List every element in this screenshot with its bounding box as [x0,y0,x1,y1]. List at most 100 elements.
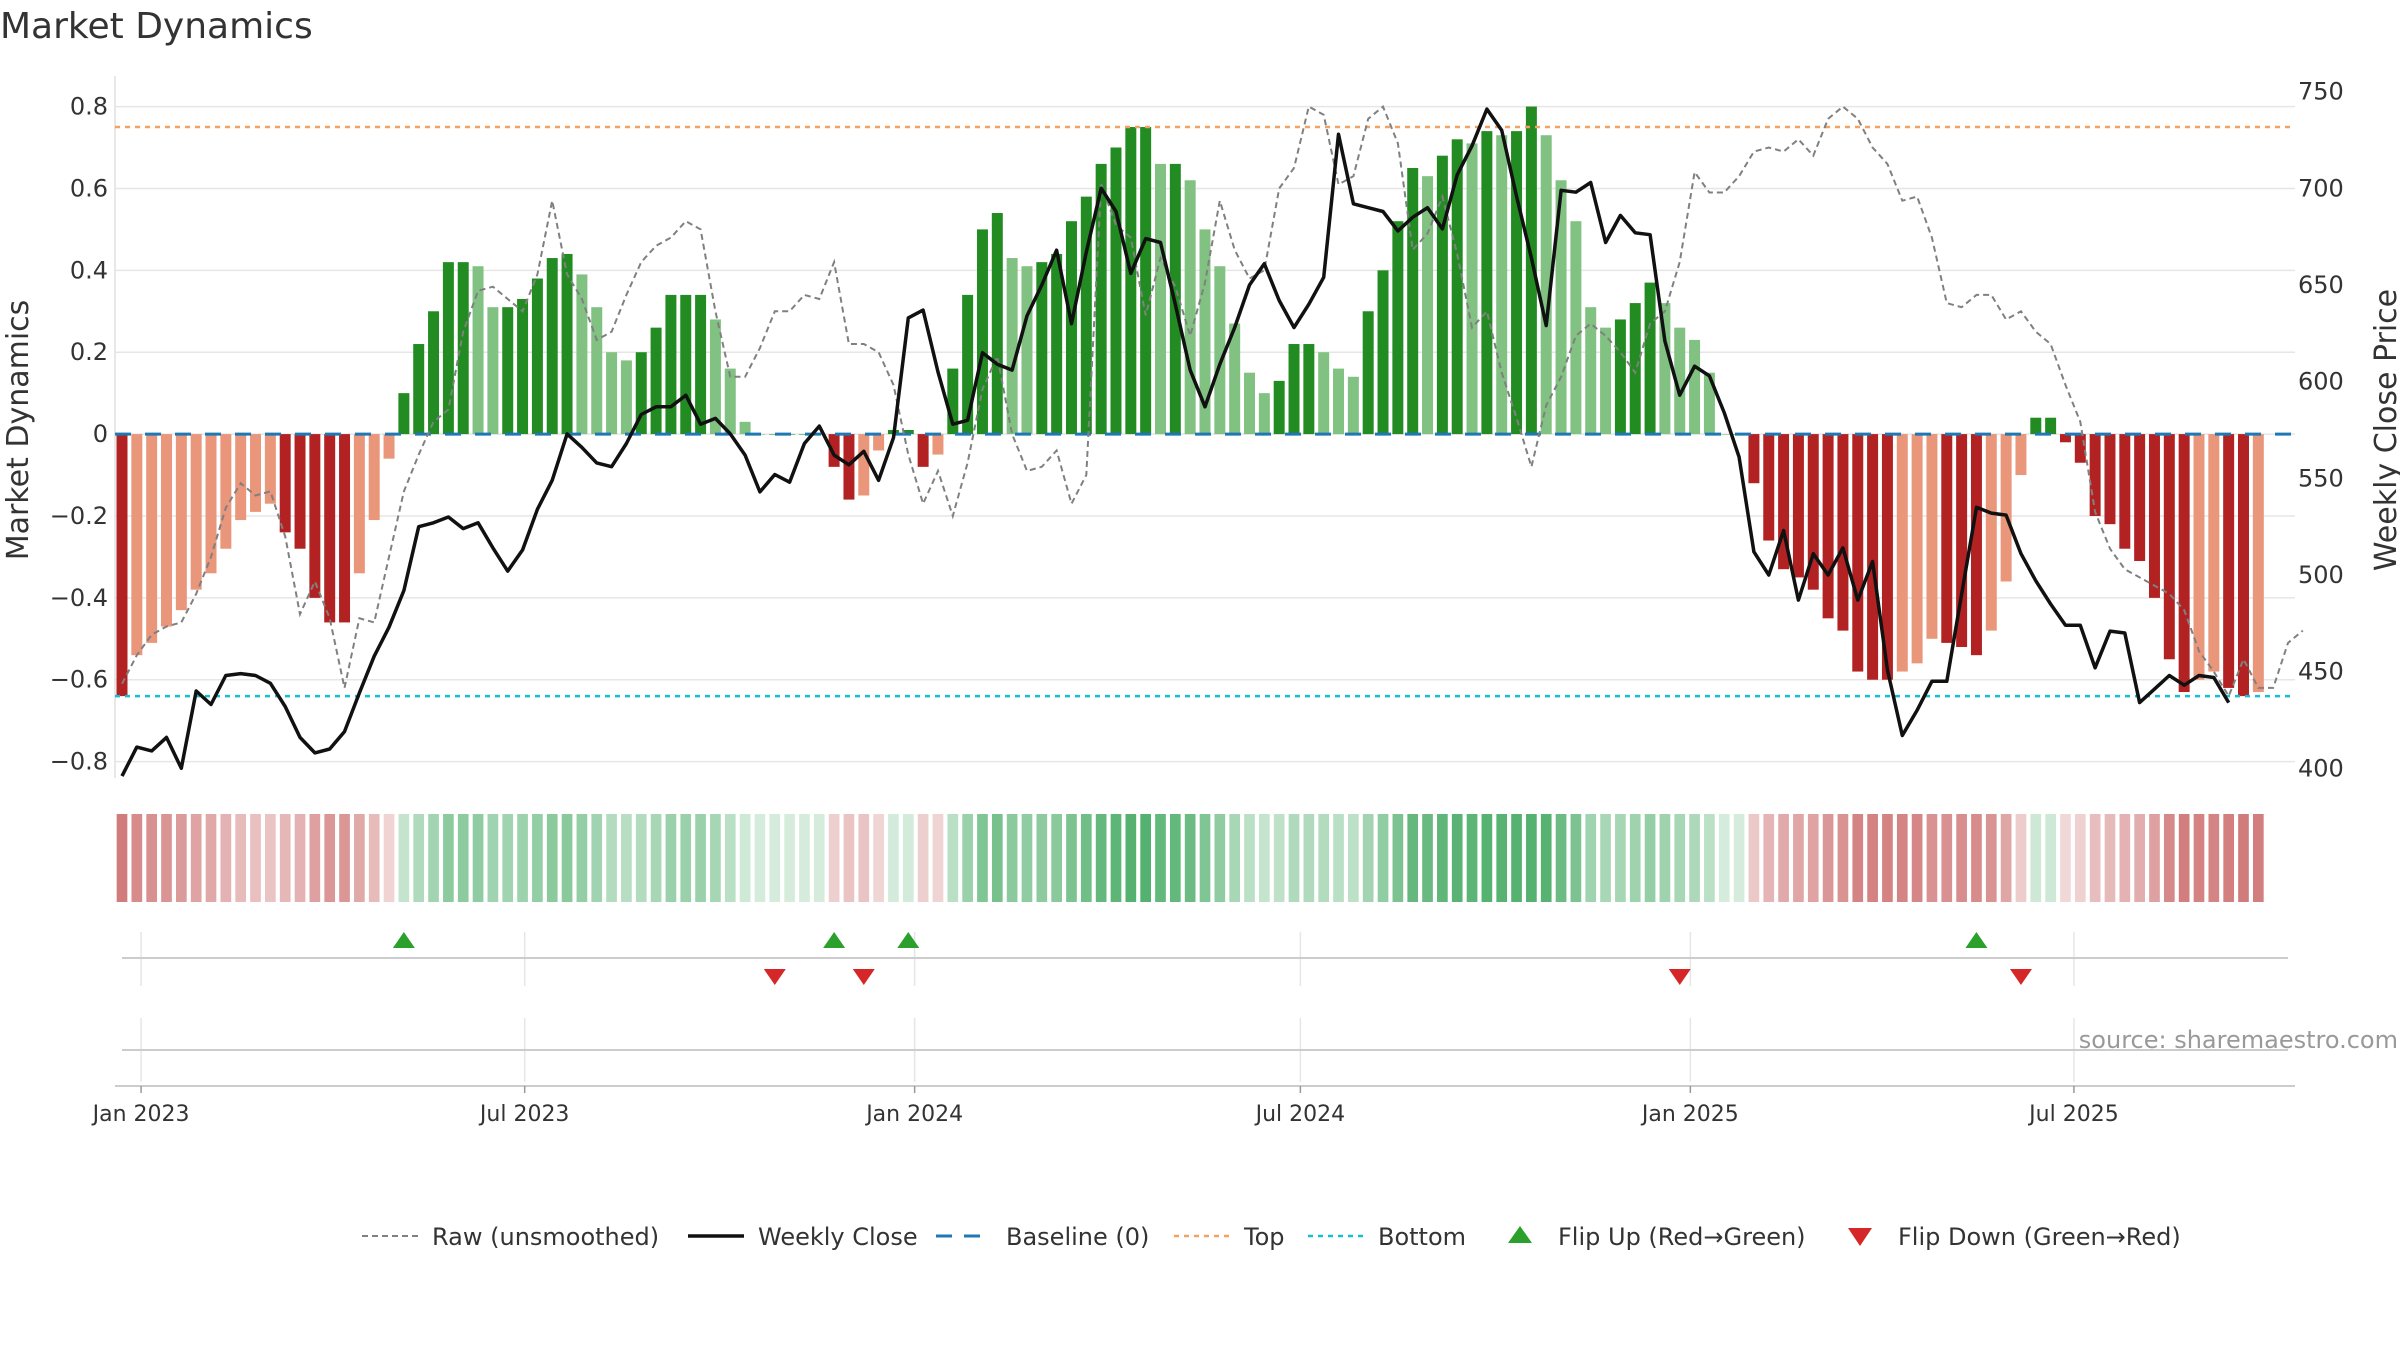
raw-unsmoothed-line [121,104,2304,699]
line-series [120,104,2304,777]
regime-cell [1911,814,1923,902]
regime-cell [828,814,840,902]
regime-cell [2178,814,2190,902]
dynamics-bar [2208,434,2220,672]
regime-cell [279,814,291,902]
regime-cell [1362,814,1374,902]
dynamics-bar [1303,344,1315,435]
dynamics-bar [2059,434,2071,443]
regime-cell [1229,814,1241,902]
regime-cell [205,814,217,902]
regime-cell [1437,814,1448,902]
dynamics-bar [976,229,988,435]
dynamics-bar [1184,180,1196,435]
regime-cell [517,814,528,902]
regime-cell [724,814,736,902]
dynamics-bar [428,311,440,435]
flip-down-marker [2009,969,2032,985]
dynamics-bar [1422,176,1434,435]
regime-cell [1644,814,1656,902]
regime-cell [1867,814,1878,902]
regime-cell [502,814,514,902]
y2-tick-label: 600 [2298,368,2344,396]
dynamics-bar [2015,434,2027,476]
regime-cell [1926,814,1938,902]
legend-flip-up-icon [1508,1226,1532,1243]
regime-cell [576,814,588,902]
dynamics-bar [2163,434,2175,660]
regime-cell [413,814,425,902]
regime-cell [1896,814,1908,902]
flip-up-marker [1965,932,1988,948]
regime-cell [1793,814,1804,902]
dynamics-bar [1674,327,1686,435]
dynamics-bar [947,368,959,435]
flip-up-marker [897,932,920,948]
dynamics-bar [1703,372,1715,435]
regime-cell [354,814,365,902]
regime-cell [1555,814,1567,902]
dynamics-bar [1065,221,1077,435]
dynamics-bar [680,294,692,435]
dynamics-bar [1644,282,1656,435]
dynamics-bar [1036,262,1048,435]
dynamics-bar [1792,434,1804,578]
x-tick-label: Jul 2023 [478,1102,570,1127]
dynamics-bar [798,434,810,435]
regime-cell [2060,814,2071,902]
legend-label: Flip Down (Green→Red) [1898,1223,2181,1251]
regime-cell [1956,814,1967,902]
dynamics-bar [1080,196,1092,435]
dynamics-bar [635,352,647,435]
dynamics-bar [828,434,840,467]
regime-cell [161,814,172,902]
x-tick-label: Jan 2025 [1640,1102,1739,1127]
regime-cell [1837,814,1849,902]
dynamics-bar [2045,417,2057,435]
regime-cell [1184,814,1196,902]
regime-cell [888,814,899,902]
dynamics-bar [1273,380,1285,435]
regime-cell [769,814,781,902]
regime-cell [532,814,543,902]
regime-cell [799,814,810,902]
regime-cell [739,814,751,902]
legend-flip-down-icon [1848,1228,1872,1246]
dynamics-bar [1436,155,1448,435]
right-axis: 400 450 500 550 600 650 700 750 [2298,78,2344,783]
regime-cell [190,814,202,902]
dynamics-bar [1629,303,1641,435]
regime-cell [1481,814,1493,902]
regime-cell [1006,814,1018,902]
regime-cell [991,814,1003,902]
y2-tick-label: 700 [2298,174,2344,202]
dynamics-bar [531,278,543,435]
flip-up-marker [823,932,846,948]
dynamics-bar [457,262,469,435]
dynamics-bar [1956,434,1968,647]
dynamics-bar [2193,434,2205,680]
regime-cell [1259,814,1270,902]
regime-cell [383,814,395,902]
dynamics-bar [1807,434,1819,590]
regime-cell [1288,814,1300,902]
dynamics-bar [339,434,351,623]
dynamics-bar [1540,135,1552,435]
dynamics-bar [1407,167,1419,435]
dynamics-bar [1837,434,1849,631]
regime-cell [1333,814,1344,902]
dynamics-bar [250,434,262,512]
dynamics-bar [487,307,499,435]
y-tick-label: −0.6 [50,666,108,694]
flip-up-marker [392,932,415,948]
regime-cell [1941,814,1953,902]
dynamics-bar [1896,434,1908,672]
dynamics-bar [1881,434,1893,680]
dynamics-bar [442,262,454,435]
y-tick-label: 0.8 [70,93,108,121]
regime-cell [1303,814,1315,902]
regime-cell [1985,814,1997,902]
regime-cell [235,814,247,902]
